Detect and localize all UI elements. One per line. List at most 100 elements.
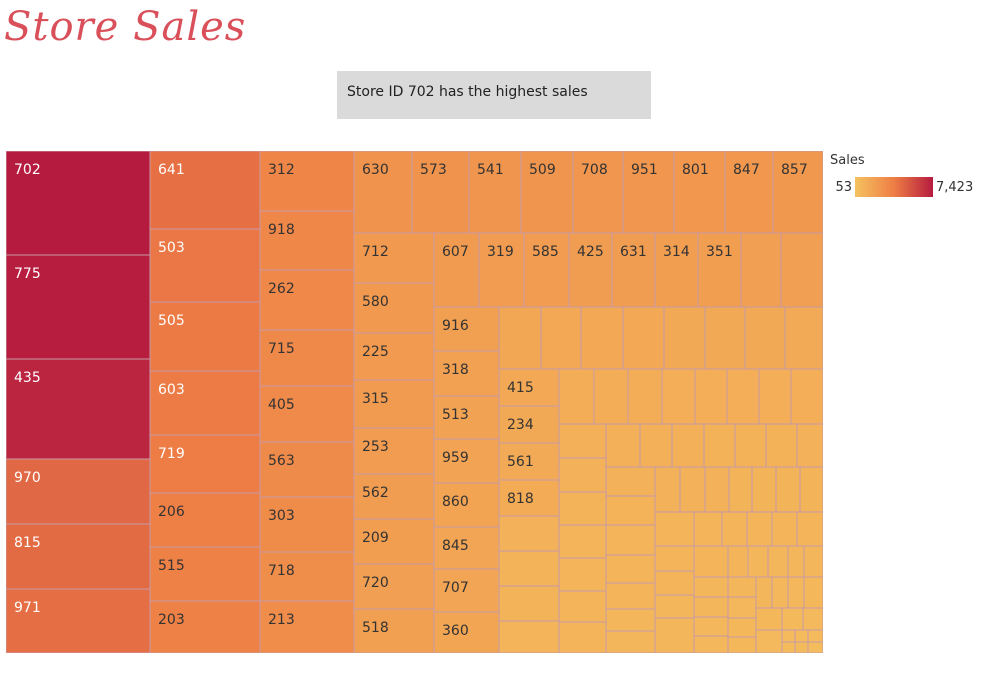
treemap-tile[interactable] bbox=[727, 545, 749, 578]
treemap-tile[interactable] bbox=[558, 368, 595, 425]
treemap-tile[interactable] bbox=[704, 306, 746, 370]
treemap-tile-315[interactable] bbox=[353, 379, 435, 429]
treemap-tile[interactable] bbox=[807, 629, 823, 643]
treemap-tile-225[interactable] bbox=[353, 332, 435, 381]
treemap-tile-715[interactable] bbox=[259, 329, 355, 387]
treemap-tile[interactable] bbox=[498, 620, 560, 653]
treemap-tile[interactable] bbox=[802, 607, 823, 631]
treemap-tile[interactable] bbox=[693, 511, 723, 547]
treemap-tile[interactable] bbox=[558, 557, 607, 592]
treemap-tile[interactable] bbox=[558, 590, 607, 623]
treemap-tile[interactable] bbox=[654, 545, 695, 572]
treemap-tile[interactable] bbox=[767, 545, 789, 578]
treemap-tile[interactable] bbox=[558, 491, 607, 526]
treemap-tile-213[interactable] bbox=[259, 600, 355, 653]
treemap-tile-513[interactable] bbox=[433, 395, 500, 440]
treemap-tile[interactable] bbox=[580, 306, 624, 370]
treemap-tile-360[interactable] bbox=[433, 611, 500, 653]
treemap-tile[interactable] bbox=[740, 232, 782, 308]
treemap-tile[interactable] bbox=[663, 306, 706, 370]
treemap-tile-815[interactable] bbox=[6, 523, 151, 590]
treemap-tile[interactable] bbox=[755, 629, 783, 653]
treemap-tile[interactable] bbox=[704, 466, 730, 513]
treemap-tile-845[interactable] bbox=[433, 526, 500, 570]
treemap-tile[interactable] bbox=[727, 617, 757, 638]
treemap-tile-702[interactable] bbox=[6, 151, 151, 256]
treemap-tile-562[interactable] bbox=[353, 473, 435, 520]
treemap-tile[interactable] bbox=[693, 545, 729, 578]
treemap-tile-971[interactable] bbox=[6, 588, 151, 653]
treemap-tile-351[interactable] bbox=[697, 232, 742, 308]
treemap-tile[interactable] bbox=[726, 368, 760, 425]
treemap-tile-303[interactable] bbox=[259, 496, 355, 553]
treemap-tile-425[interactable] bbox=[568, 232, 613, 308]
treemap-tile[interactable] bbox=[755, 607, 783, 631]
treemap-tile[interactable] bbox=[593, 368, 629, 425]
treemap-tile[interactable] bbox=[758, 368, 792, 425]
treemap-tile[interactable] bbox=[781, 607, 804, 631]
treemap-tile[interactable] bbox=[605, 495, 656, 526]
treemap-tile[interactable] bbox=[703, 423, 736, 468]
treemap-tile-970[interactable] bbox=[6, 458, 151, 525]
treemap-tile-262[interactable] bbox=[259, 269, 355, 331]
treemap-tile[interactable] bbox=[654, 466, 681, 513]
treemap-tile-857[interactable] bbox=[772, 151, 823, 234]
treemap-tile[interactable] bbox=[744, 306, 786, 370]
treemap-tile[interactable] bbox=[605, 630, 656, 653]
treemap-tile[interactable] bbox=[605, 423, 641, 468]
treemap-tile-580[interactable] bbox=[353, 282, 435, 334]
treemap-tile-505[interactable] bbox=[149, 301, 261, 372]
treemap-tile-206[interactable] bbox=[149, 492, 261, 548]
treemap-tile[interactable] bbox=[807, 641, 823, 653]
treemap-tile[interactable] bbox=[540, 306, 582, 370]
treemap-tile-918[interactable] bbox=[259, 210, 355, 271]
treemap-tile-818[interactable] bbox=[498, 479, 560, 517]
treemap-tile[interactable] bbox=[727, 576, 757, 598]
treemap-tile[interactable] bbox=[803, 545, 823, 578]
treemap-tile[interactable] bbox=[796, 423, 823, 468]
treemap-tile-916[interactable] bbox=[433, 306, 500, 352]
treemap-tile-707[interactable] bbox=[433, 568, 500, 613]
treemap-tile-515[interactable] bbox=[149, 546, 261, 602]
treemap-tile[interactable] bbox=[794, 641, 809, 653]
treemap-tile[interactable] bbox=[727, 596, 757, 619]
treemap-tile[interactable] bbox=[693, 635, 729, 653]
treemap-tile[interactable] bbox=[771, 576, 789, 609]
treemap-tile[interactable] bbox=[781, 641, 796, 653]
treemap-tile[interactable] bbox=[751, 466, 777, 513]
treemap-tile[interactable] bbox=[605, 466, 656, 497]
treemap-tile-209[interactable] bbox=[353, 518, 435, 565]
treemap-tile[interactable] bbox=[746, 511, 773, 547]
treemap-tile-631[interactable] bbox=[611, 232, 656, 308]
treemap-tile[interactable] bbox=[558, 457, 607, 493]
treemap-tile[interactable] bbox=[679, 466, 706, 513]
treemap-tile[interactable] bbox=[558, 621, 607, 653]
treemap-tile[interactable] bbox=[780, 232, 823, 308]
treemap-tile[interactable] bbox=[799, 466, 823, 513]
treemap-tile[interactable] bbox=[727, 636, 757, 653]
treemap-tile-312[interactable] bbox=[259, 151, 355, 212]
treemap-tile[interactable] bbox=[721, 511, 748, 547]
treemap-tile[interactable] bbox=[775, 466, 801, 513]
treemap-tile-318[interactable] bbox=[433, 350, 500, 397]
treemap-tile-860[interactable] bbox=[433, 482, 500, 528]
treemap-tile-541[interactable] bbox=[468, 151, 522, 234]
treemap-tile[interactable] bbox=[558, 524, 607, 559]
treemap-tile[interactable] bbox=[498, 515, 560, 552]
treemap-tile-720[interactable] bbox=[353, 563, 435, 610]
treemap-tile[interactable] bbox=[661, 368, 696, 425]
treemap-tile[interactable] bbox=[605, 608, 656, 632]
treemap-tile-518[interactable] bbox=[353, 608, 435, 653]
treemap-tile[interactable] bbox=[694, 368, 728, 425]
treemap-tile[interactable] bbox=[734, 423, 767, 468]
treemap-tile[interactable] bbox=[790, 368, 823, 425]
treemap-tile-319[interactable] bbox=[478, 232, 525, 308]
treemap-tile[interactable] bbox=[784, 306, 823, 370]
treemap-tile[interactable] bbox=[693, 596, 729, 618]
treemap-tile[interactable] bbox=[498, 306, 542, 370]
treemap-tile-712[interactable] bbox=[353, 232, 435, 284]
treemap-tile[interactable] bbox=[654, 570, 695, 596]
treemap-tile[interactable] bbox=[654, 594, 695, 619]
treemap-tile[interactable] bbox=[498, 585, 560, 622]
treemap-tile[interactable] bbox=[654, 617, 695, 653]
